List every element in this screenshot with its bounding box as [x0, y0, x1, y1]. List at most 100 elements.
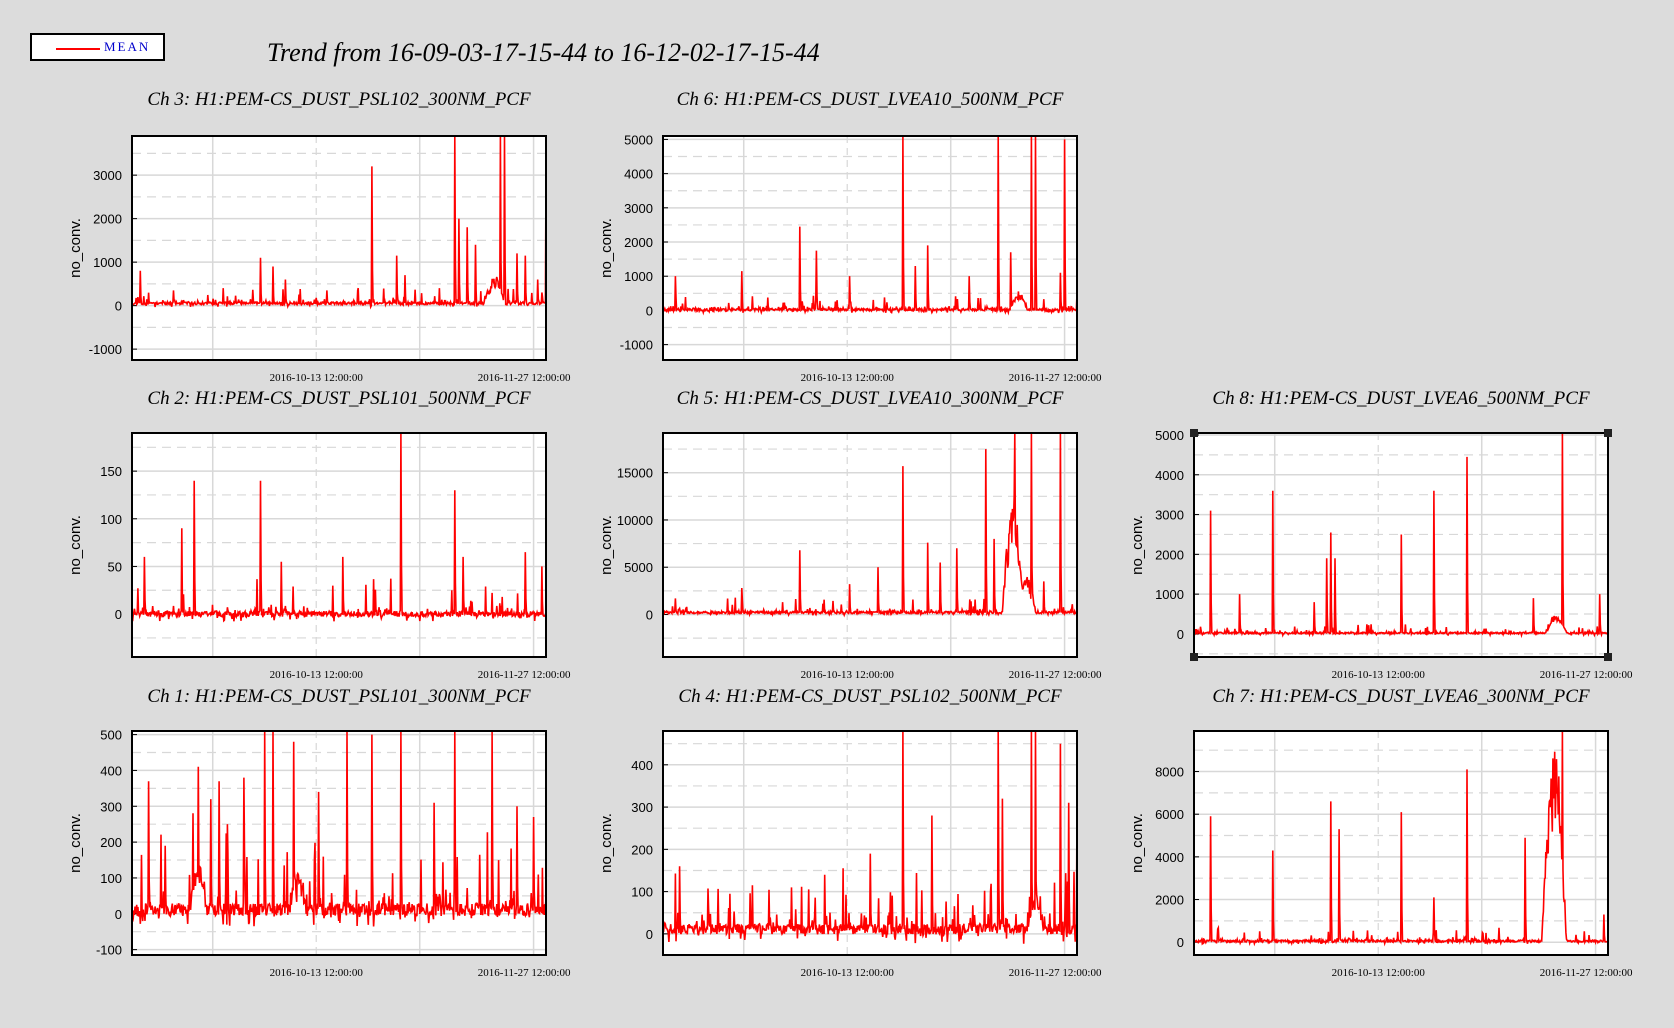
- plot-area: [132, 731, 546, 955]
- x-tick-label: 2016-10-13 12:00:00: [801, 669, 895, 681]
- y-axis-label: no_conv.: [67, 813, 84, 873]
- x-tick-label: 2016-10-13 12:00:00: [1332, 967, 1426, 979]
- x-tick-label: 2016-10-13 12:00:00: [270, 669, 364, 681]
- legend-swatch: [56, 48, 100, 50]
- plot-area: [663, 136, 1077, 360]
- series-line-mean: [663, 433, 1077, 618]
- y-tick-label: 5000: [624, 132, 653, 147]
- chart-title: Ch 8: H1:PEM-CS_DUST_LVEA6_500NM_PCF: [1212, 388, 1590, 409]
- y-tick-label: 0: [115, 607, 122, 622]
- chart-panel-ch-3: Ch 3: H1:PEM-CS_DUST_PSL102_300NM_PCF -10…: [67, 89, 571, 384]
- plot-frame: [131, 432, 547, 658]
- y-tick-label: 100: [631, 885, 653, 900]
- y-tick-label: 4000: [1155, 850, 1184, 865]
- y-tick-label: 400: [631, 758, 653, 773]
- y-tick-label: 400: [100, 763, 122, 778]
- x-tick-label: 2016-10-13 12:00:00: [801, 372, 895, 384]
- chart-panel-ch-7: Ch 7: H1:PEM-CS_DUST_LVEA6_300NM_PCF 0 200…: [1129, 686, 1633, 979]
- y-axis-label: no_conv.: [598, 813, 615, 873]
- y-axis-label: no_conv.: [1129, 515, 1146, 575]
- y-tick-label: 5000: [1155, 428, 1184, 443]
- y-tick-label: 300: [100, 799, 122, 814]
- series-line-mean: [1194, 433, 1608, 639]
- x-tick-label: 2016-10-13 12:00:00: [801, 967, 895, 979]
- y-tick-label: 3000: [93, 168, 122, 183]
- y-axis-label: no_conv.: [67, 515, 84, 575]
- y-tick-label: 1000: [1155, 587, 1184, 602]
- chart-panel-ch-2: Ch 2: H1:PEM-CS_DUST_PSL101_500NM_PCF 0 50…: [67, 388, 571, 681]
- x-tick-label: 2016-10-13 12:00:00: [270, 967, 364, 979]
- y-tick-label: 3000: [1155, 508, 1184, 523]
- y-tick-label: 0: [646, 927, 653, 942]
- plot-frame: [1193, 432, 1609, 658]
- y-tick-label: -1000: [620, 338, 653, 353]
- legend: MEAN: [30, 33, 165, 61]
- chart-title: Ch 2: H1:PEM-CS_DUST_PSL101_500NM_PCF: [147, 388, 531, 409]
- series-line-mean: [132, 731, 546, 927]
- plot-frame: [662, 432, 1078, 658]
- plot-frame: [131, 135, 547, 361]
- y-tick-label: 0: [1177, 627, 1184, 642]
- x-tick-label: 2016-11-27 12:00:00: [1009, 967, 1102, 979]
- chart-panel-ch-8: Ch 8: H1:PEM-CS_DUST_LVEA6_500NM_PCF 0 100…: [1129, 388, 1633, 681]
- plot-area: [132, 433, 546, 657]
- y-tick-label: 4000: [1155, 468, 1184, 483]
- plot-frame: [131, 730, 547, 956]
- legend-label: MEAN: [104, 39, 151, 54]
- y-axis-label: no_conv.: [598, 218, 615, 278]
- y-tick-label: 8000: [1155, 765, 1184, 780]
- y-tick-label: 100: [100, 871, 122, 886]
- y-tick-label: 15000: [617, 466, 653, 481]
- plot-frame: [662, 135, 1078, 361]
- page-title: Trend from 16-09-03-17-15-44 to 16-12-02…: [267, 38, 820, 67]
- chart-title: Ch 4: H1:PEM-CS_DUST_PSL102_500NM_PCF: [678, 686, 1062, 707]
- y-tick-label: 5000: [624, 560, 653, 575]
- y-tick-label: 0: [115, 299, 122, 314]
- x-tick-label: 2016-11-27 12:00:00: [1540, 669, 1633, 681]
- y-axis-label: no_conv.: [598, 515, 615, 575]
- chart-panel-ch-4: Ch 4: H1:PEM-CS_DUST_PSL102_500NM_PCF 0 10…: [598, 686, 1102, 979]
- y-tick-label: 300: [631, 800, 653, 815]
- x-tick-label: 2016-11-27 12:00:00: [1009, 372, 1102, 384]
- y-tick-label: 1000: [624, 269, 653, 284]
- y-tick-label: 2000: [93, 212, 122, 227]
- plot-frame: [662, 730, 1078, 956]
- y-tick-label: 500: [100, 728, 122, 743]
- chart-panel-ch-1: Ch 1: H1:PEM-CS_DUST_PSL101_300NM_PCF -10…: [67, 686, 571, 979]
- chart-title: Ch 1: H1:PEM-CS_DUST_PSL101_300NM_PCF: [147, 686, 531, 707]
- y-tick-label: 2000: [624, 235, 653, 250]
- y-tick-label: 10000: [617, 513, 653, 528]
- x-tick-label: 2016-11-27 12:00:00: [478, 669, 571, 681]
- selection-handle: [1190, 653, 1198, 661]
- plot-frame: [1193, 730, 1609, 956]
- chart-title: Ch 7: H1:PEM-CS_DUST_LVEA6_300NM_PCF: [1212, 686, 1590, 707]
- x-tick-label: 2016-11-27 12:00:00: [1540, 967, 1633, 979]
- y-tick-label: 50: [108, 559, 122, 574]
- y-tick-label: 3000: [624, 201, 653, 216]
- chart-title: Ch 3: H1:PEM-CS_DUST_PSL102_300NM_PCF: [147, 89, 531, 110]
- series-line-mean: [132, 136, 546, 310]
- y-tick-label: -100: [96, 943, 122, 958]
- y-axis-label: no_conv.: [1129, 813, 1146, 873]
- series-line-mean: [1194, 731, 1608, 947]
- y-tick-label: 200: [100, 835, 122, 850]
- x-tick-label: 2016-10-13 12:00:00: [1332, 669, 1426, 681]
- series-line-mean: [663, 136, 1077, 316]
- y-tick-label: 6000: [1155, 807, 1184, 822]
- series-line-mean: [132, 433, 546, 623]
- y-tick-label: -1000: [89, 342, 122, 357]
- y-tick-label: 2000: [1155, 547, 1184, 562]
- selection-handle: [1604, 429, 1612, 437]
- y-tick-label: 0: [115, 907, 122, 922]
- x-tick-label: 2016-10-13 12:00:00: [270, 372, 364, 384]
- plot-area: [132, 136, 546, 360]
- chart-panel-ch-5: Ch 5: H1:PEM-CS_DUST_LVEA10_300NM_PCF 0 50…: [598, 388, 1102, 681]
- x-tick-label: 2016-11-27 12:00:00: [478, 372, 571, 384]
- chart-title: Ch 5: H1:PEM-CS_DUST_LVEA10_300NM_PCF: [677, 388, 1064, 409]
- chart-title: Ch 6: H1:PEM-CS_DUST_LVEA10_500NM_PCF: [677, 89, 1064, 110]
- y-tick-label: 0: [646, 607, 653, 622]
- y-tick-label: 1000: [93, 255, 122, 270]
- chart-panel-ch-6: Ch 6: H1:PEM-CS_DUST_LVEA10_500NM_PCF -10…: [598, 89, 1102, 384]
- x-tick-label: 2016-11-27 12:00:00: [478, 967, 571, 979]
